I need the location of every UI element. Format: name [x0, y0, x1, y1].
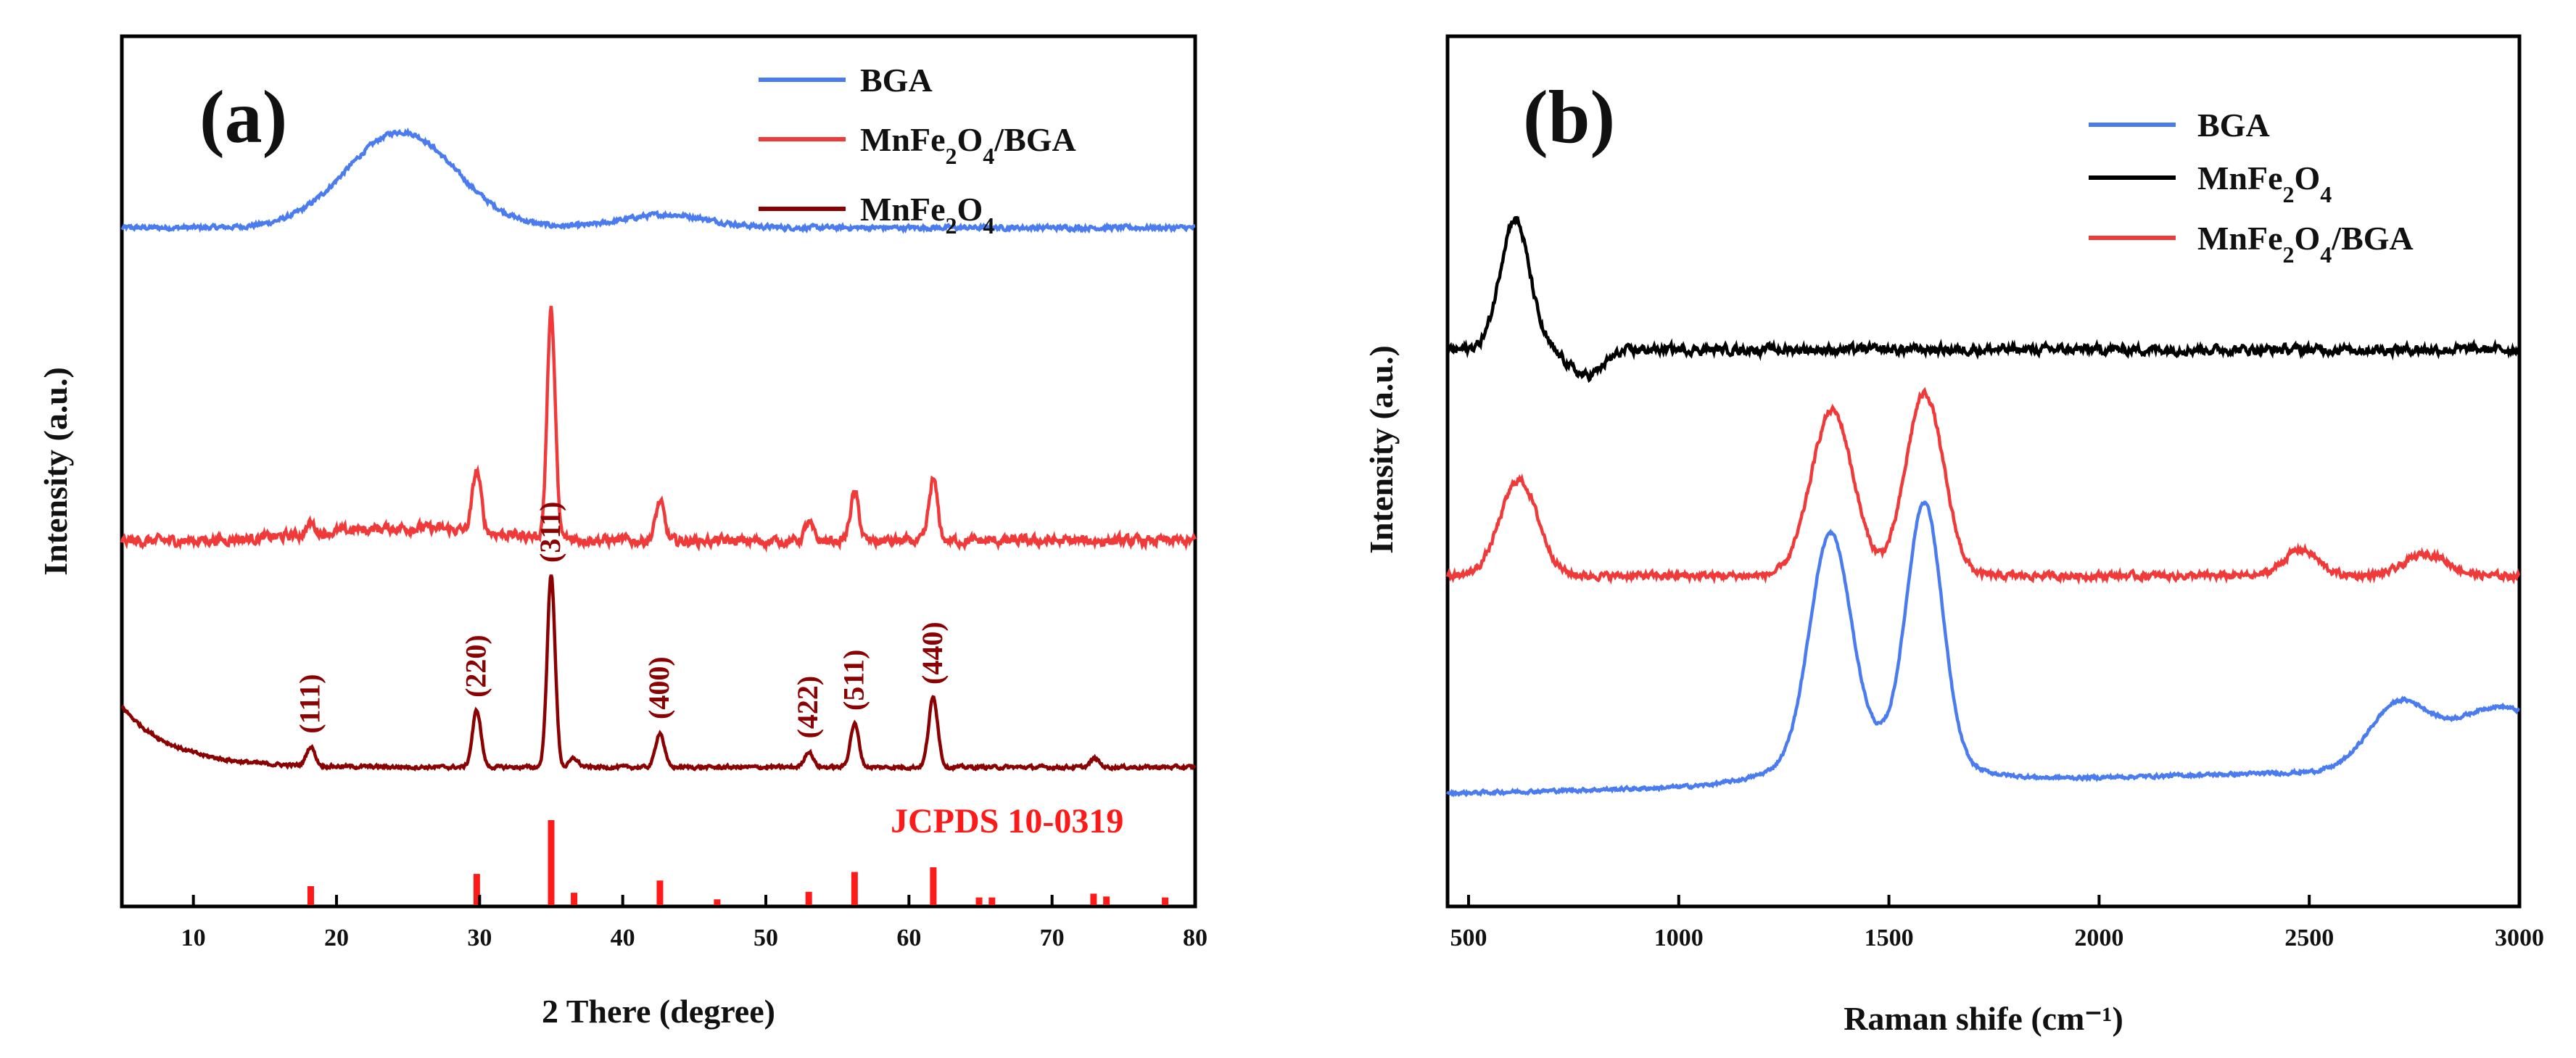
peak-label: (111)	[293, 674, 326, 733]
x-tick-label: 50	[754, 925, 778, 951]
legend-label-bga-b: BGA	[2197, 107, 2270, 144]
x-tick-label: 60	[896, 925, 921, 951]
panel-b-raman-chart: 500 1000 1500 2000 2500 3000 (b) Raman shife …	[1363, 34, 2544, 1037]
x-tick-label: 10	[181, 925, 206, 951]
series-line-bga	[120, 127, 1196, 234]
panel-b-y-axis-title: Intensity (a.u.)	[1363, 345, 1400, 554]
legend-label-bga: BGA	[860, 62, 933, 99]
panel-b-frame	[1445, 34, 2522, 909]
x-tick-label: 30	[467, 925, 492, 951]
panel-a-xrd-chart: 10 20 30 40 50 60 70 80 (111) (220) (311) (400) (42…	[37, 34, 1208, 1030]
peak-label: (511)	[837, 650, 870, 711]
panel-a-label: (a)	[199, 75, 287, 159]
panel-b-x-ticks: 500 1000 1500 2000 2500 3000	[1450, 895, 2544, 951]
x-tick-label: 2500	[2284, 925, 2334, 951]
panel-a-y-axis-title: Intensity (a.u.)	[37, 367, 74, 576]
peak-label: (440)	[916, 621, 949, 685]
legend-label-mnfe2o4-bga: MnFe2O4/BGA	[860, 121, 1076, 169]
panel-b-series	[1445, 215, 2521, 798]
x-tick-label: 70	[1040, 925, 1065, 951]
series-line-mnfe2o4-bga	[1445, 387, 2521, 585]
peak-label: (311)	[534, 502, 566, 563]
series-line-mnfe2o4	[120, 574, 1197, 772]
x-tick-label: 2000	[2074, 925, 2123, 951]
series-line-mnfe2o4	[1445, 215, 2521, 384]
peak-label: (400)	[643, 656, 675, 719]
x-tick-label: 1500	[1865, 925, 1914, 951]
x-tick-label: 1000	[1654, 925, 1704, 951]
panel-a-reference-bars	[307, 820, 1169, 905]
panel-a-jcpds-label: JCPDS 10-0319	[891, 802, 1123, 840]
x-tick-label: 500	[1450, 925, 1487, 951]
panel-a-peak-labels: (111) (220) (311) (400) (422) (511) (440)	[293, 502, 948, 739]
series-line-bga	[1446, 500, 2520, 798]
panel-a-frame	[120, 34, 1197, 909]
panel-b-label: (b)	[1523, 75, 1615, 159]
legend-label-mnfe2o4: MnFe2O4	[860, 191, 994, 239]
panel-a-series	[120, 127, 1197, 772]
x-tick-label: 20	[324, 925, 349, 951]
legend-label-mnfe2o4-b: MnFe2O4	[2197, 160, 2332, 207]
panel-a-legend: BGA MnFe2O4/BGA MnFe2O4	[759, 62, 1076, 239]
panel-b-legend: BGA MnFe2O4 MnFe2O4/BGA	[2089, 107, 2414, 268]
panel-b-x-axis-title: Raman shife (cm⁻¹)	[1844, 1000, 2123, 1037]
panel-a-x-axis-title: 2 There (degree)	[542, 993, 775, 1030]
x-tick-label: 80	[1183, 925, 1208, 951]
peak-label: (422)	[791, 676, 824, 739]
peak-label: (220)	[459, 635, 492, 698]
x-tick-label: 3000	[2495, 925, 2544, 951]
legend-label-mnfe2o4-bga-b: MnFe2O4/BGA	[2197, 220, 2414, 268]
series-line-mnfe2o4-bga	[120, 305, 1197, 553]
panel-a-x-ticks: 10 20 30 40 50 60 70 80	[181, 895, 1208, 951]
x-tick-label: 40	[611, 925, 635, 951]
